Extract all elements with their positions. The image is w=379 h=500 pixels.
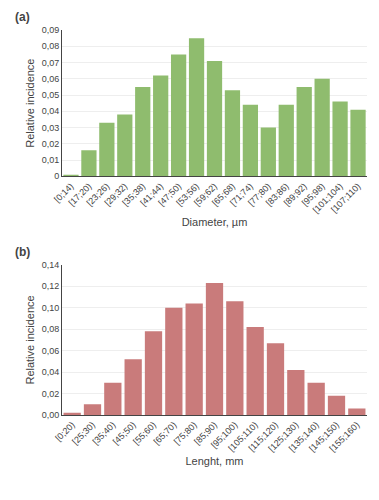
svg-text:0,00: 0,00 xyxy=(42,410,60,420)
svg-text:0,10: 0,10 xyxy=(42,303,60,313)
svg-text:[59;62): [59;62) xyxy=(192,181,219,208)
svg-text:Relative incidence: Relative incidence xyxy=(24,295,36,384)
svg-text:0,12: 0,12 xyxy=(42,281,60,291)
svg-text:[105;110): [105;110) xyxy=(226,420,259,453)
svg-text:[25;30): [25;30) xyxy=(70,420,97,447)
svg-text:[115;120): [115;120) xyxy=(247,420,280,453)
svg-text:[47;50): [47;50) xyxy=(156,181,183,208)
svg-text:0,02: 0,02 xyxy=(42,389,60,399)
svg-text:[17;20): [17;20) xyxy=(67,181,94,208)
svg-text:[0;20): [0;20) xyxy=(53,420,76,443)
svg-text:0,09: 0,09 xyxy=(42,25,60,35)
svg-text:[53;56): [53;56) xyxy=(174,181,201,208)
svg-text:[65;68): [65;68) xyxy=(210,181,237,208)
svg-text:0,02: 0,02 xyxy=(42,139,60,149)
svg-text:0,08: 0,08 xyxy=(42,324,60,334)
svg-text:0,06: 0,06 xyxy=(42,74,60,84)
svg-text:[41;44): [41;44) xyxy=(138,181,165,208)
svg-text:[65;70): [65;70) xyxy=(152,420,179,447)
svg-text:[77;80): [77;80) xyxy=(246,181,273,208)
svg-text:0,08: 0,08 xyxy=(42,41,60,51)
svg-text:[23;26): [23;26) xyxy=(85,181,112,208)
svg-text:[95;100): [95;100) xyxy=(209,420,239,450)
svg-text:[89;92): [89;92) xyxy=(282,181,309,208)
svg-text:[101;104): [101;104) xyxy=(311,181,345,215)
svg-text:0,04: 0,04 xyxy=(42,106,60,116)
svg-text:[85;90): [85;90) xyxy=(192,420,219,447)
svg-text:Relative incidence: Relative incidence xyxy=(24,59,36,148)
svg-text:[95;98): [95;98) xyxy=(300,181,327,208)
svg-text:[83;86): [83;86) xyxy=(264,181,291,208)
svg-text:0: 0 xyxy=(54,171,59,181)
svg-text:[145;150): [145;150) xyxy=(307,420,341,454)
svg-text:[107;110): [107;110) xyxy=(329,181,362,214)
svg-text:[45;50): [45;50) xyxy=(111,420,138,447)
svg-text:0,05: 0,05 xyxy=(42,90,60,100)
svg-text:Lenght, mm: Lenght, mm xyxy=(185,455,243,467)
svg-text:[35;38): [35;38) xyxy=(120,181,147,208)
svg-text:[75;80): [75;80) xyxy=(172,420,199,447)
svg-text:0,07: 0,07 xyxy=(42,58,60,68)
svg-text:[0;14): [0;14) xyxy=(52,181,75,204)
svg-text:Diameter, µm: Diameter, µm xyxy=(182,216,248,228)
svg-text:[29;32): [29;32) xyxy=(102,181,129,208)
svg-text:0,03: 0,03 xyxy=(42,123,60,133)
svg-text:[135;140): [135;140) xyxy=(287,420,321,454)
svg-text:[155;160): [155;160) xyxy=(327,420,361,454)
svg-text:(a): (a) xyxy=(15,10,30,24)
svg-text:[55;60): [55;60) xyxy=(131,420,158,447)
svg-text:0,01: 0,01 xyxy=(42,155,60,165)
svg-text:0,06: 0,06 xyxy=(42,346,60,356)
svg-text:[125;130): [125;130) xyxy=(266,420,300,454)
svg-text:[35;40): [35;40) xyxy=(91,420,118,447)
svg-text:0,04: 0,04 xyxy=(42,367,60,377)
svg-text:[71;74): [71;74) xyxy=(228,181,255,208)
svg-text:(b): (b) xyxy=(15,245,30,259)
svg-text:0,14: 0,14 xyxy=(42,260,60,270)
